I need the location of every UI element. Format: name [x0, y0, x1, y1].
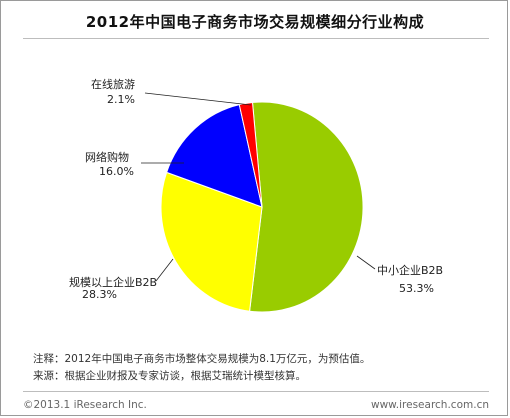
- leader-line-4: [144, 92, 252, 106]
- pie-slices: [160, 101, 364, 313]
- source-line: 来源：根据企业财报及专家访谈，根据艾瑞统计模型核算。: [33, 370, 306, 382]
- slice-label-name-1: 中小企业B2B: [377, 263, 443, 277]
- pie-slice-3[interactable]: [166, 104, 263, 208]
- slice-label-value-3: 16.0%: [99, 165, 134, 178]
- footer-copyright: ©2013.1 iResearch Inc.: [23, 399, 147, 411]
- pie-slice-4[interactable]: [238, 101, 263, 208]
- slice-label-value-4: 2.1%: [107, 93, 135, 106]
- slice-label-value-2: 28.3%: [82, 288, 117, 301]
- pie-slice-2[interactable]: [160, 171, 263, 312]
- chart-title: 2012年中国电子商务市场交易规模细分行业构成: [85, 13, 425, 31]
- leader-line-1: [356, 255, 376, 270]
- slice-label-name-3: 网络购物: [85, 150, 129, 164]
- note-line: 注释：2012年中国电子商务市场整体交易规模为8.1万亿元，为预估值。: [33, 353, 371, 365]
- pie-slice-1[interactable]: [249, 101, 364, 313]
- footer-url[interactable]: www.iresearch.com.cn: [370, 399, 489, 411]
- title-divider: [23, 38, 489, 39]
- slice-label-value-1: 53.3%: [399, 282, 434, 295]
- leader-lines: [141, 92, 376, 282]
- leader-line-2: [155, 258, 174, 282]
- footer-divider: [23, 391, 489, 392]
- slice-label-name-4: 在线旅游: [91, 77, 135, 91]
- slice-label-name-2: 规模以上企业B2B: [69, 275, 157, 289]
